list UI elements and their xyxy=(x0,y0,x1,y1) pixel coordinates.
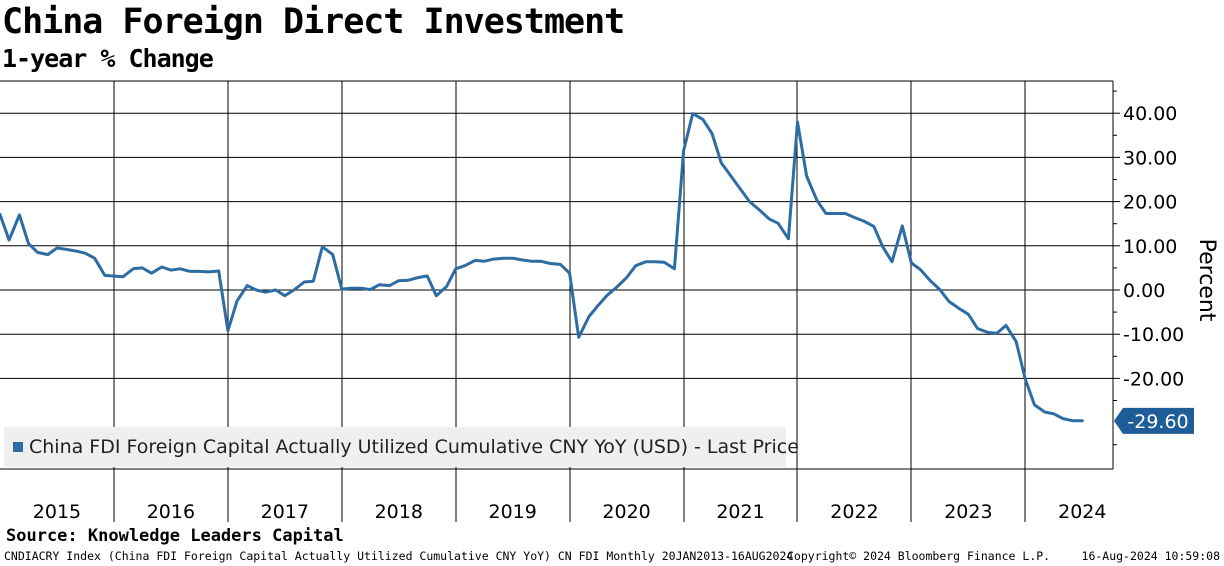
x-tick-label: 2024 xyxy=(1058,501,1106,523)
legend: China FDI Foreign Capital Actually Utili… xyxy=(4,427,799,467)
last-value-label: -29.60 xyxy=(1127,411,1188,433)
x-tick-label: 2019 xyxy=(488,501,536,523)
x-tick-label: 2015 xyxy=(33,501,81,523)
last-value-badge-bg xyxy=(1114,407,1194,434)
axis-layer: 40.00 30.00 20.00 10.00 0.00 -10.00 -20.00 Perc… xyxy=(1112,81,1219,469)
grid-layer xyxy=(0,80,1113,522)
x-tick-label: 2016 xyxy=(147,501,195,523)
copyright: Copyright© 2024 Bloomberg Finance L.P. xyxy=(787,549,1051,563)
x-tick-label: 2022 xyxy=(830,501,878,523)
source-label: Source: Knowledge Leaders Capital xyxy=(6,526,344,546)
series-line xyxy=(0,112,1084,423)
ticker-info: CNDIACRY Index (China FDI Foreign Capita… xyxy=(4,549,794,563)
series-layer xyxy=(0,112,1084,423)
legend-swatch xyxy=(13,442,23,452)
y-tick-label: -10.00 xyxy=(1123,324,1184,346)
y-tick-label: -20.00 xyxy=(1123,368,1184,390)
x-tick-label: 2020 xyxy=(602,501,650,523)
last-value-badge: -29.60 xyxy=(1114,407,1194,434)
x-tick-label: 2021 xyxy=(716,501,764,523)
y-axis-title: Percent xyxy=(1194,239,1219,322)
y-tick-label: 20.00 xyxy=(1123,192,1177,214)
legend-label: China FDI Foreign Capital Actually Utili… xyxy=(29,436,799,458)
timestamp: 16-Aug-2024 10:59:08 xyxy=(1081,549,1220,563)
y-tick-label: 30.00 xyxy=(1123,147,1177,169)
label-layer: 2015 2016 2017 2018 2019 2020 2021 2022 2023 2024… xyxy=(33,407,1194,523)
y-tick-label: 10.00 xyxy=(1123,236,1177,258)
x-tick-label: 2017 xyxy=(261,501,309,523)
chart-title: China Foreign Direct Investment xyxy=(2,2,625,42)
y-tick-label: 40.00 xyxy=(1123,103,1177,125)
x-tick-label: 2023 xyxy=(944,501,992,523)
x-tick-label: 2018 xyxy=(375,501,423,523)
chart-subtitle: 1-year % Change xyxy=(2,44,214,73)
y-tick-label: 0.00 xyxy=(1123,280,1165,302)
